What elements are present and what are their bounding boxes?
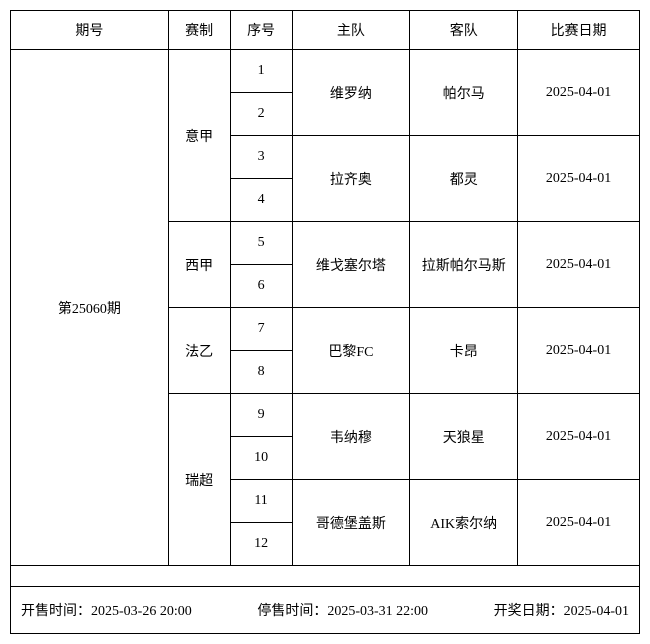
header-home: 主队 <box>292 11 410 50</box>
away-cell: 帕尔马 <box>410 50 518 136</box>
seq-cell: 11 <box>230 480 292 523</box>
draw-date-label: 开奖日期：2025-04-01 <box>494 600 629 620</box>
spacer-row <box>11 566 640 587</box>
away-cell: 都灵 <box>410 136 518 222</box>
away-cell: AIK索尔纳 <box>410 480 518 566</box>
seq-cell: 7 <box>230 308 292 351</box>
table-row: 第25060期 意甲 1 维罗纳 帕尔马 2025-04-01 <box>11 50 640 93</box>
league-cell: 法乙 <box>168 308 230 394</box>
seq-cell: 8 <box>230 351 292 394</box>
header-row: 期号 赛制 序号 主队 客队 比赛日期 <box>11 11 640 50</box>
home-cell: 巴黎FC <box>292 308 410 394</box>
date-cell: 2025-04-01 <box>518 480 640 566</box>
date-cell: 2025-04-01 <box>518 394 640 480</box>
league-cell: 瑞超 <box>168 394 230 566</box>
seq-cell: 1 <box>230 50 292 93</box>
seq-cell: 2 <box>230 93 292 136</box>
header-away: 客队 <box>410 11 518 50</box>
footer-inner: 开售时间：2025-03-26 20:00 停售时间：2025-03-31 22… <box>21 600 629 620</box>
header-date: 比赛日期 <box>518 11 640 50</box>
home-cell: 维戈塞尔塔 <box>292 222 410 308</box>
seq-cell: 12 <box>230 523 292 566</box>
home-cell: 维罗纳 <box>292 50 410 136</box>
date-cell: 2025-04-01 <box>518 308 640 394</box>
seq-cell: 3 <box>230 136 292 179</box>
away-cell: 拉斯帕尔马斯 <box>410 222 518 308</box>
date-cell: 2025-04-01 <box>518 50 640 136</box>
seq-cell: 10 <box>230 437 292 480</box>
home-cell: 拉齐奥 <box>292 136 410 222</box>
seq-cell: 5 <box>230 222 292 265</box>
header-issue: 期号 <box>11 11 169 50</box>
sale-start-label: 开售时间：2025-03-26 20:00 <box>21 600 192 620</box>
seq-cell: 9 <box>230 394 292 437</box>
match-table: 期号 赛制 序号 主队 客队 比赛日期 第25060期 意甲 1 维罗纳 帕尔马… <box>10 10 640 634</box>
away-cell: 卡昂 <box>410 308 518 394</box>
date-cell: 2025-04-01 <box>518 136 640 222</box>
header-league: 赛制 <box>168 11 230 50</box>
home-cell: 哥德堡盖斯 <box>292 480 410 566</box>
footer-row: 开售时间：2025-03-26 20:00 停售时间：2025-03-31 22… <box>11 587 640 634</box>
league-cell: 西甲 <box>168 222 230 308</box>
away-cell: 天狼星 <box>410 394 518 480</box>
seq-cell: 4 <box>230 179 292 222</box>
date-cell: 2025-04-01 <box>518 222 640 308</box>
sale-end-label: 停售时间：2025-03-31 22:00 <box>257 600 428 620</box>
league-cell: 意甲 <box>168 50 230 222</box>
seq-cell: 6 <box>230 265 292 308</box>
home-cell: 韦纳穆 <box>292 394 410 480</box>
header-seq: 序号 <box>230 11 292 50</box>
issue-cell: 第25060期 <box>11 50 169 566</box>
